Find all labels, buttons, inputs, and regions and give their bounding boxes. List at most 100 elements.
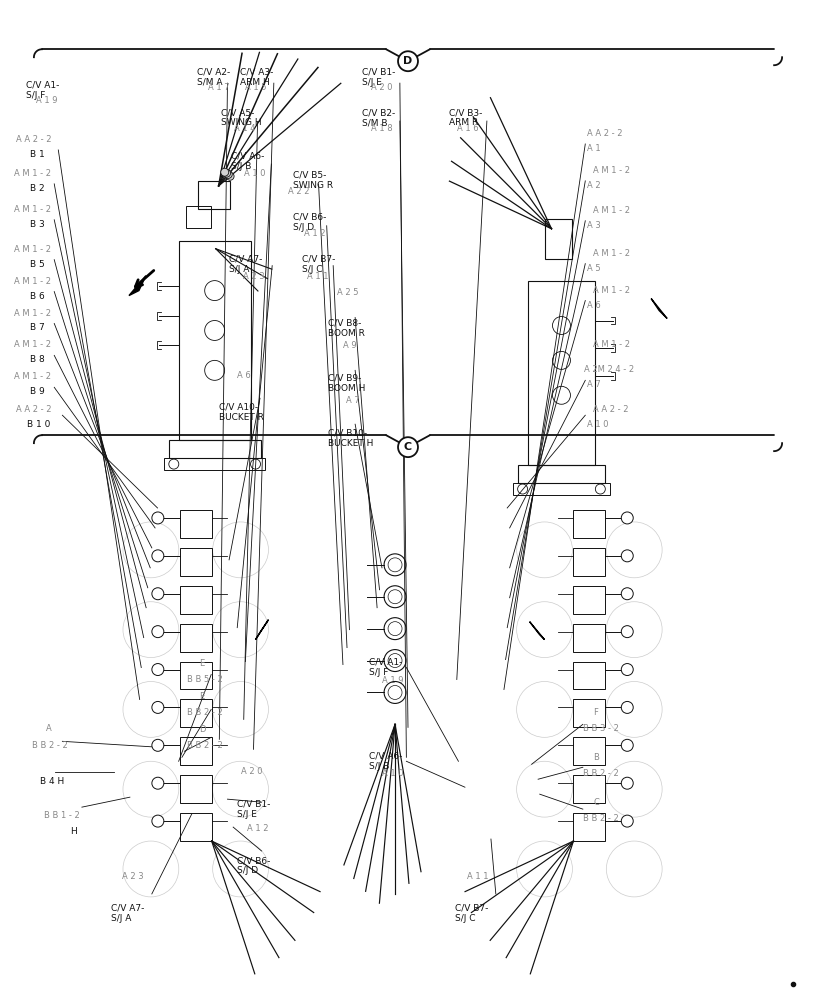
Circle shape bbox=[152, 512, 164, 524]
Text: B B 5 - 2: B B 5 - 2 bbox=[187, 675, 223, 684]
Text: A 1 0: A 1 0 bbox=[587, 420, 609, 429]
Text: A 1 2: A 1 2 bbox=[304, 229, 326, 238]
Text: B: B bbox=[593, 753, 599, 762]
Text: A M 1 - 2: A M 1 - 2 bbox=[593, 249, 631, 258]
Text: F: F bbox=[593, 708, 598, 717]
Text: C/V B2-
S/M B: C/V B2- S/M B bbox=[362, 108, 396, 127]
Text: C/V A10-
BUCKET R: C/V A10- BUCKET R bbox=[219, 402, 264, 422]
Text: A M 1 - 2: A M 1 - 2 bbox=[14, 205, 51, 214]
Text: B B 3 - 2: B B 3 - 2 bbox=[583, 724, 619, 733]
Text: C/V B6-
S/J D: C/V B6- S/J D bbox=[237, 856, 271, 875]
Text: C/V A1-
S/J F: C/V A1- S/J F bbox=[26, 80, 60, 100]
Circle shape bbox=[621, 512, 633, 524]
Text: A 7: A 7 bbox=[587, 380, 601, 389]
Text: D: D bbox=[403, 56, 413, 66]
Text: B 1: B 1 bbox=[30, 150, 45, 159]
Text: C/V B1-
S/J E: C/V B1- S/J E bbox=[362, 67, 396, 87]
Circle shape bbox=[152, 550, 164, 562]
Text: C/V B10-
BUCKET H: C/V B10- BUCKET H bbox=[328, 428, 374, 448]
Polygon shape bbox=[530, 622, 544, 640]
Text: A 2 3: A 2 3 bbox=[243, 272, 264, 281]
Text: A 1 7: A 1 7 bbox=[208, 83, 229, 92]
Text: B B 2 - 2: B B 2 - 2 bbox=[187, 741, 223, 750]
Text: C/V A6-
S/J B: C/V A6- S/J B bbox=[369, 751, 402, 771]
Circle shape bbox=[621, 626, 633, 638]
Circle shape bbox=[621, 739, 633, 751]
Text: A 1 9: A 1 9 bbox=[37, 96, 58, 105]
Text: C/V B7-
S/J C: C/V B7- S/J C bbox=[455, 904, 489, 923]
Circle shape bbox=[398, 437, 418, 457]
Text: A M 1 - 2: A M 1 - 2 bbox=[14, 277, 51, 286]
Text: A 2 5: A 2 5 bbox=[337, 288, 359, 297]
Circle shape bbox=[152, 739, 164, 751]
Text: C/V B3-
ARM R: C/V B3- ARM R bbox=[449, 108, 482, 127]
Text: A A 2 - 2: A A 2 - 2 bbox=[16, 135, 51, 144]
Circle shape bbox=[621, 701, 633, 713]
Text: H: H bbox=[70, 827, 78, 836]
Text: B 4 H: B 4 H bbox=[41, 777, 64, 786]
Text: A 2 3: A 2 3 bbox=[122, 872, 144, 881]
Text: B 6: B 6 bbox=[30, 292, 45, 301]
Text: E: E bbox=[199, 692, 204, 701]
Text: A 2: A 2 bbox=[587, 181, 601, 190]
Text: C/V A7-
S/J A: C/V A7- S/J A bbox=[229, 255, 263, 274]
Text: C/V A2-
S/M A: C/V A2- S/M A bbox=[197, 67, 230, 87]
Text: A M 1 - 2: A M 1 - 2 bbox=[14, 169, 51, 178]
Circle shape bbox=[621, 777, 633, 789]
Text: B B 2 - 2: B B 2 - 2 bbox=[583, 814, 619, 823]
Text: A 9: A 9 bbox=[343, 341, 357, 350]
Text: E: E bbox=[199, 659, 204, 668]
Text: A 1 2: A 1 2 bbox=[247, 824, 268, 833]
Text: A 2M 2 4 - 2: A 2M 2 4 - 2 bbox=[583, 365, 634, 374]
Circle shape bbox=[621, 815, 633, 827]
Text: D: D bbox=[199, 725, 206, 734]
Circle shape bbox=[226, 172, 234, 180]
Text: C/V B8-
BOOM R: C/V B8- BOOM R bbox=[328, 319, 366, 338]
Text: B 8: B 8 bbox=[30, 355, 45, 364]
Text: A 6: A 6 bbox=[237, 371, 251, 380]
Text: A 1 9: A 1 9 bbox=[382, 676, 403, 685]
Text: A 2 2: A 2 2 bbox=[288, 187, 309, 196]
Circle shape bbox=[398, 51, 418, 71]
Circle shape bbox=[152, 588, 164, 600]
Text: A 1: A 1 bbox=[587, 144, 601, 153]
Text: C: C bbox=[404, 442, 412, 452]
Text: A: A bbox=[47, 724, 52, 733]
Text: A 1 1: A 1 1 bbox=[307, 272, 329, 281]
Text: A M 1 - 2: A M 1 - 2 bbox=[593, 286, 631, 295]
Text: A 1 6: A 1 6 bbox=[457, 124, 478, 133]
Text: A 1 8: A 1 8 bbox=[371, 124, 393, 133]
Text: A 1 0: A 1 0 bbox=[244, 169, 265, 178]
Text: C/V B9-
BOOM H: C/V B9- BOOM H bbox=[328, 373, 366, 393]
Polygon shape bbox=[255, 620, 268, 640]
Text: B B 2 - 2: B B 2 - 2 bbox=[583, 769, 619, 778]
Text: B 1 0: B 1 0 bbox=[28, 420, 51, 429]
Text: C/V B1-
S/J E: C/V B1- S/J E bbox=[237, 799, 271, 819]
Text: B B 1 - 2: B B 1 - 2 bbox=[44, 811, 79, 820]
Text: A A 2 - 2: A A 2 - 2 bbox=[593, 405, 629, 414]
Text: B 9: B 9 bbox=[30, 387, 45, 396]
Circle shape bbox=[152, 777, 164, 789]
Text: B 7: B 7 bbox=[30, 323, 45, 332]
Text: A 3: A 3 bbox=[587, 221, 601, 230]
Text: A 1 4: A 1 4 bbox=[234, 124, 255, 133]
Text: C: C bbox=[593, 798, 599, 807]
Text: A 7: A 7 bbox=[346, 396, 360, 405]
Text: A 1 5: A 1 5 bbox=[246, 83, 267, 92]
Text: A M 1 - 2: A M 1 - 2 bbox=[14, 340, 51, 349]
Text: B 3: B 3 bbox=[30, 220, 45, 229]
Text: B 2: B 2 bbox=[30, 184, 45, 193]
Text: A 6: A 6 bbox=[587, 301, 601, 310]
Text: A 5: A 5 bbox=[587, 264, 601, 273]
Text: C/V A1-
S/J F: C/V A1- S/J F bbox=[369, 658, 402, 677]
Circle shape bbox=[152, 664, 164, 676]
Text: A 1 1: A 1 1 bbox=[467, 872, 488, 881]
Text: B B 2 - 2: B B 2 - 2 bbox=[187, 708, 223, 717]
Text: A A 2 - 2: A A 2 - 2 bbox=[587, 129, 623, 138]
Text: A 2 0: A 2 0 bbox=[371, 83, 393, 92]
Polygon shape bbox=[651, 299, 667, 319]
Circle shape bbox=[152, 701, 164, 713]
Text: A 2 0: A 2 0 bbox=[242, 767, 263, 776]
Circle shape bbox=[621, 588, 633, 600]
Text: A M 1 - 2: A M 1 - 2 bbox=[14, 245, 51, 254]
